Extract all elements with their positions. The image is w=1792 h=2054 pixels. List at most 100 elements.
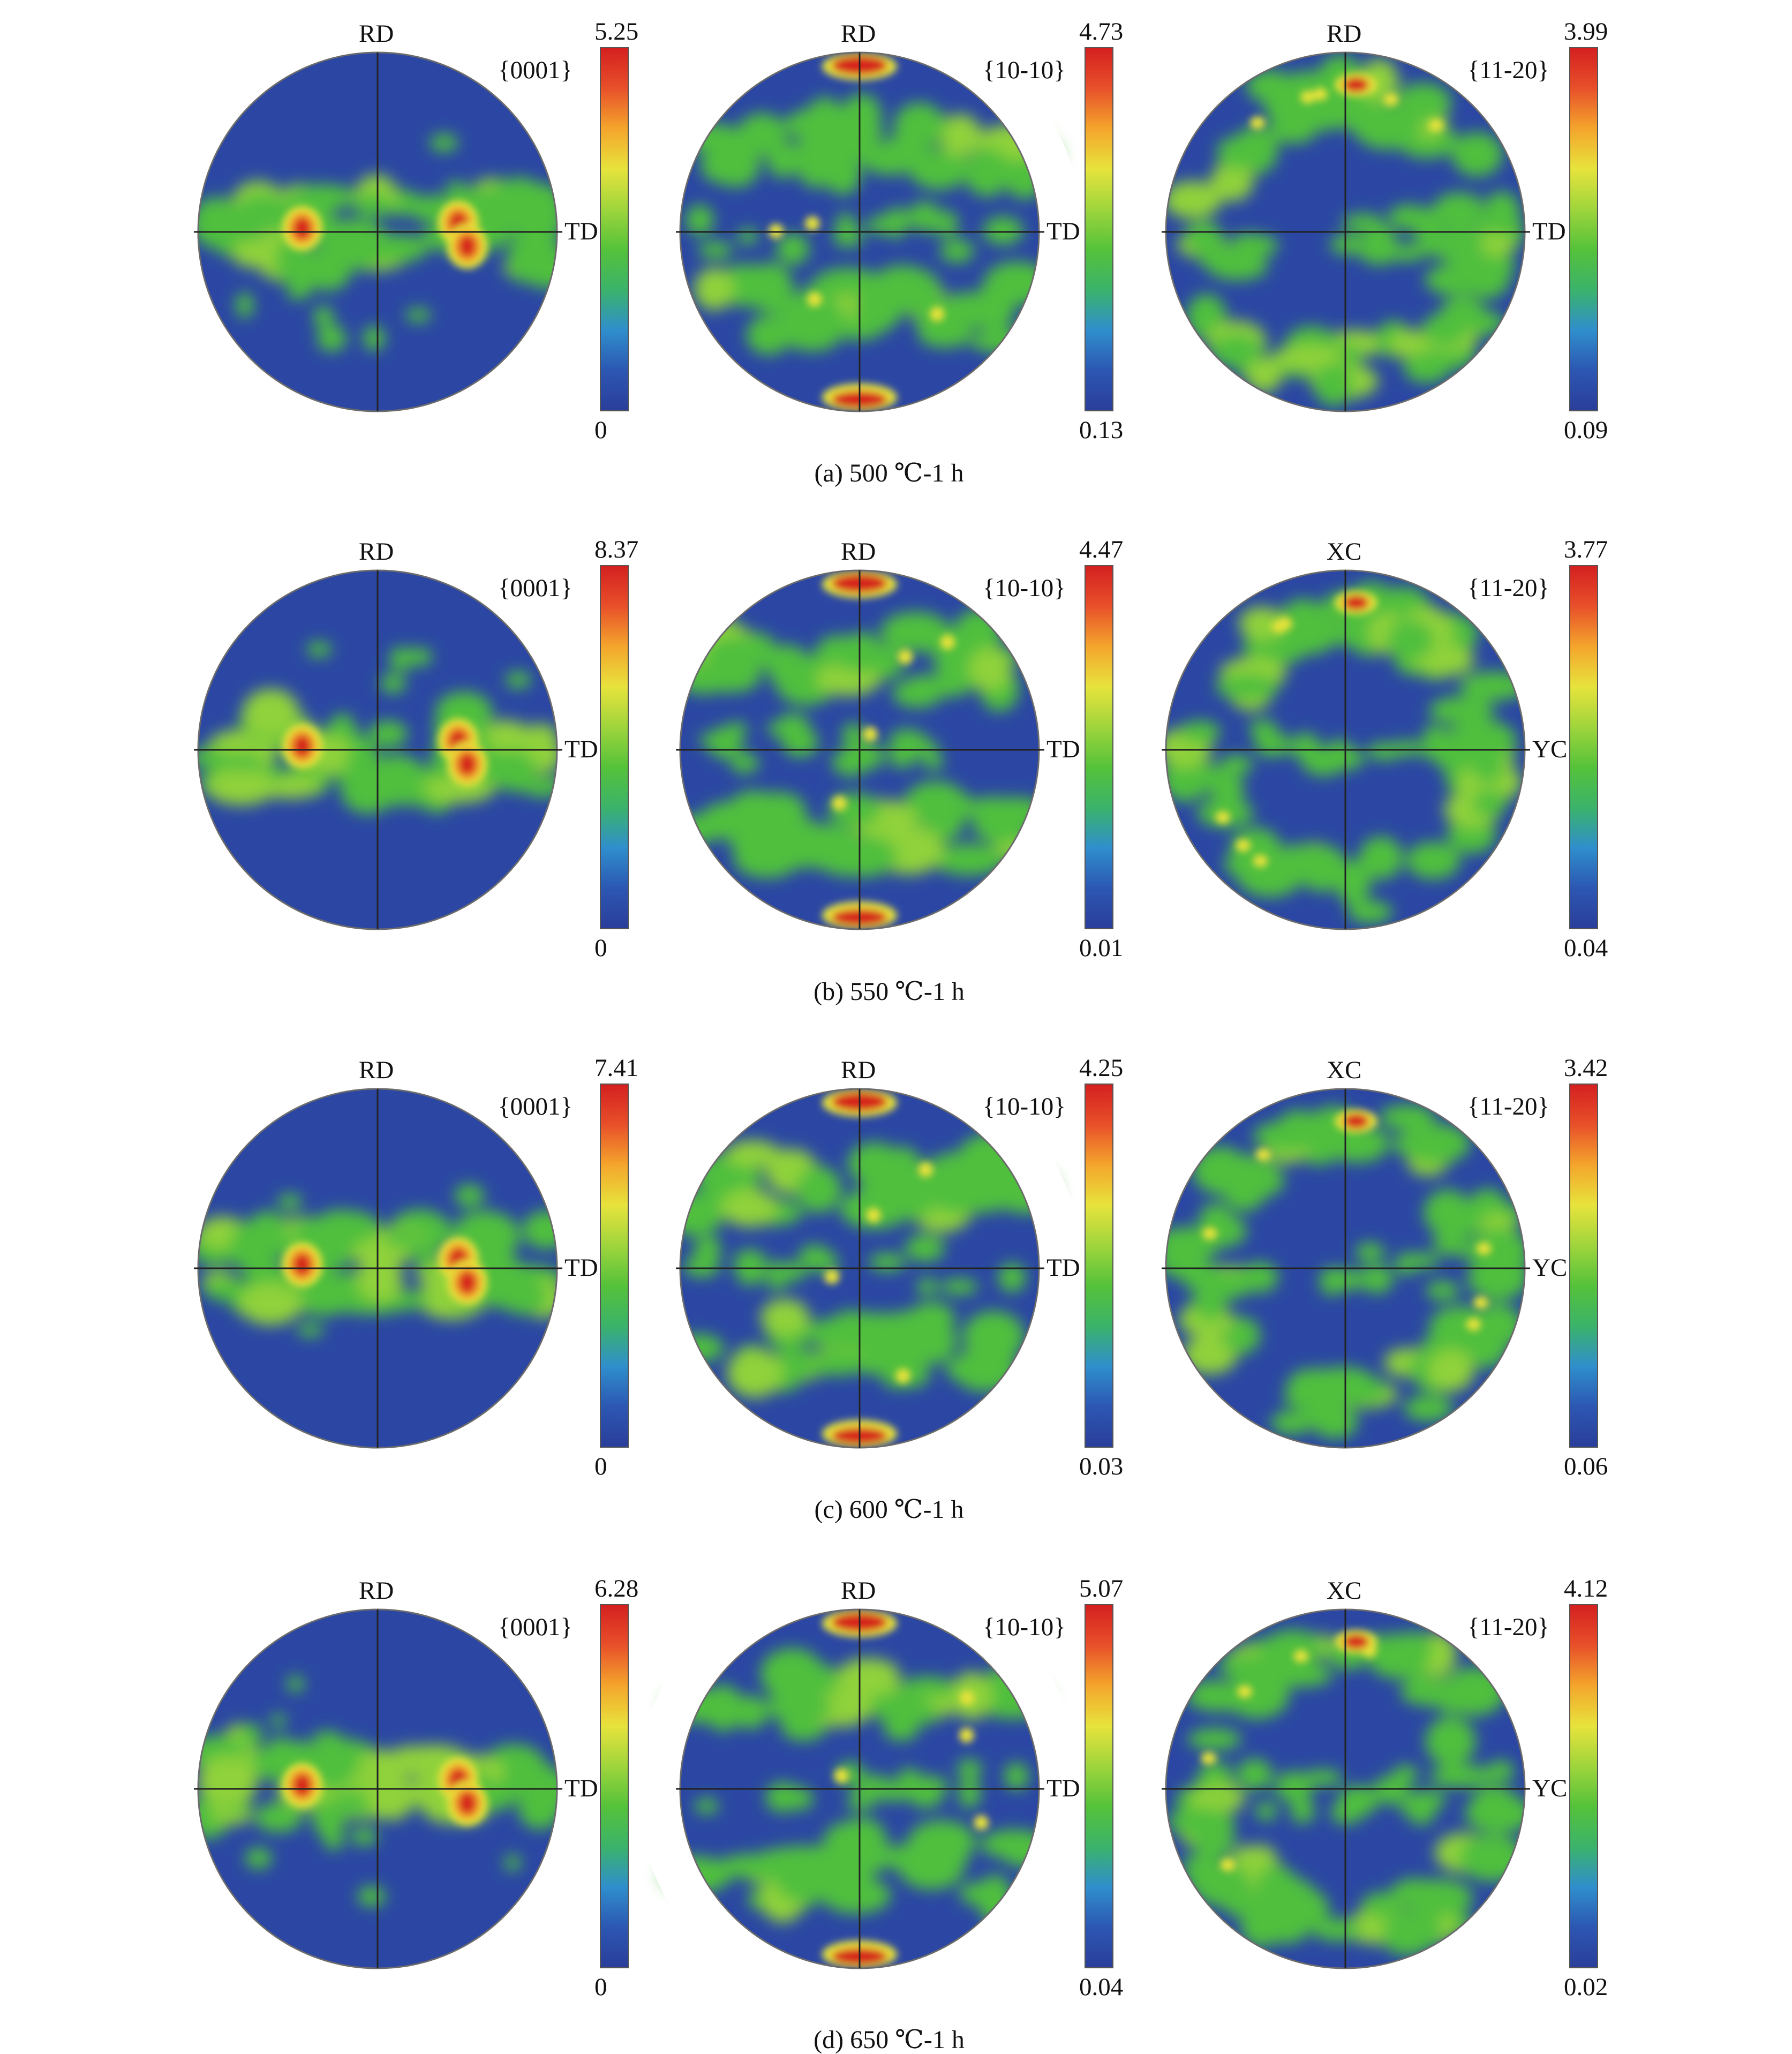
color-scale-bar <box>600 1084 629 1448</box>
scale-max-value: 3.77 <box>1564 536 1608 563</box>
intensity-blob <box>1452 132 1503 177</box>
intensity-blob <box>1404 1396 1453 1421</box>
intensity-blob <box>704 636 769 677</box>
intensity-blob <box>761 1298 810 1336</box>
intensity-blob <box>1191 1812 1235 1859</box>
intensity-blob <box>220 753 263 774</box>
intensity-blob <box>904 789 960 814</box>
intensity-blob <box>1236 839 1251 852</box>
intensity-blob <box>842 723 865 749</box>
top-axis-label: RD <box>359 1577 394 1605</box>
intensity-blob <box>694 267 734 311</box>
intensity-blob <box>293 1774 311 1796</box>
intensity-blob <box>1428 118 1444 132</box>
intensity-blob <box>862 726 878 742</box>
plane-label: {11-20} <box>1467 56 1550 84</box>
intensity-blob <box>880 612 951 652</box>
intensity-blob <box>905 1234 945 1262</box>
intensity-blob <box>750 792 807 830</box>
intensity-blob <box>1179 720 1221 743</box>
intensity-blob <box>725 1140 780 1168</box>
intensity-blob <box>765 1782 801 1812</box>
plane-label: {0001} <box>498 1613 573 1641</box>
intensity-blob <box>918 1162 933 1178</box>
intensity-blob <box>418 1246 434 1271</box>
intensity-blob <box>938 292 996 330</box>
intensity-blob <box>824 155 861 195</box>
intensity-blob <box>766 1260 788 1291</box>
intensity-blob <box>1250 116 1266 130</box>
intensity-blob <box>727 1348 784 1398</box>
intensity-blob <box>959 1728 974 1743</box>
intensity-blob <box>240 1724 262 1745</box>
intensity-blob <box>1215 811 1231 824</box>
intensity-blob <box>287 285 310 300</box>
intensity-blob <box>933 210 959 237</box>
intensity-blob <box>1267 1663 1333 1687</box>
intensity-blob <box>1425 1717 1476 1766</box>
intensity-blob <box>1429 696 1495 725</box>
intensity-blob <box>959 1690 975 1706</box>
side-axis-label: TD <box>1046 1254 1080 1282</box>
intensity-blob <box>804 216 820 231</box>
intensity-blob <box>1219 1869 1252 1916</box>
pole-figure-1-0 <box>155 528 600 972</box>
row-caption: (c) 600 ℃-1 h <box>814 1495 964 1524</box>
pole-figure-0-1 <box>637 10 1082 454</box>
intensity-blob <box>909 1301 955 1335</box>
intensity-blob <box>507 235 541 283</box>
intensity-blob <box>1285 614 1336 654</box>
intensity-blob <box>781 1262 806 1282</box>
intensity-blob <box>918 324 972 348</box>
intensity-blob <box>1330 234 1369 255</box>
intensity-blob <box>1355 1242 1385 1262</box>
intensity-blob <box>358 1750 411 1778</box>
intensity-blob <box>446 181 467 196</box>
intensity-blob <box>1270 1411 1313 1435</box>
side-axis-label: YC <box>1532 1774 1568 1802</box>
intensity-blob <box>1303 1769 1343 1786</box>
scale-max-value: 3.42 <box>1564 1054 1608 1082</box>
intensity-blob <box>983 216 1023 245</box>
plane-label: {10-10} <box>983 574 1066 602</box>
intensity-blob <box>931 1179 1004 1208</box>
scale-max-value: 8.37 <box>594 536 639 563</box>
intensity-blob <box>1219 755 1253 776</box>
intensity-blob <box>1396 1631 1433 1661</box>
intensity-blob <box>293 217 311 239</box>
intensity-blob <box>1210 334 1262 368</box>
intensity-blob <box>1237 1758 1273 1790</box>
intensity-blob <box>832 795 847 811</box>
plane-label: {11-20} <box>1467 1613 1550 1641</box>
intensity-blob <box>1456 236 1480 253</box>
intensity-blob <box>854 1774 892 1800</box>
intensity-blob <box>832 748 869 777</box>
intensity-blob <box>389 647 412 672</box>
intensity-blob <box>799 1244 829 1270</box>
scale-max-value: 5.07 <box>1079 1575 1124 1602</box>
intensity-blob <box>1189 225 1224 257</box>
intensity-blob <box>1293 1650 1309 1663</box>
intensity-blob <box>319 218 391 270</box>
intensity-blob <box>1406 841 1460 879</box>
plane-label: {0001} <box>498 56 573 84</box>
intensity-blob <box>1383 1923 1433 1955</box>
plane-label: {10-10} <box>983 1613 1066 1641</box>
intensity-blob <box>754 1848 808 1879</box>
intensity-blob <box>1473 1787 1516 1809</box>
plane-label: {10-10} <box>983 56 1066 84</box>
intensity-blob <box>1239 606 1285 641</box>
intensity-blob <box>761 1648 824 1700</box>
intensity-blob <box>1220 1858 1236 1871</box>
pole-figure-0-0 <box>155 10 600 454</box>
color-scale-bar <box>1085 1604 1113 1968</box>
intensity-blob <box>345 750 363 766</box>
scale-max-value: 4.47 <box>1079 536 1124 563</box>
intensity-blob <box>1216 674 1279 700</box>
scale-min-value: 0.04 <box>1079 1973 1124 2001</box>
intensity-blob <box>1277 617 1292 630</box>
intensity-blob <box>357 1886 386 1907</box>
top-axis-label: XC <box>1327 1577 1362 1605</box>
intensity-blob <box>1236 852 1304 897</box>
